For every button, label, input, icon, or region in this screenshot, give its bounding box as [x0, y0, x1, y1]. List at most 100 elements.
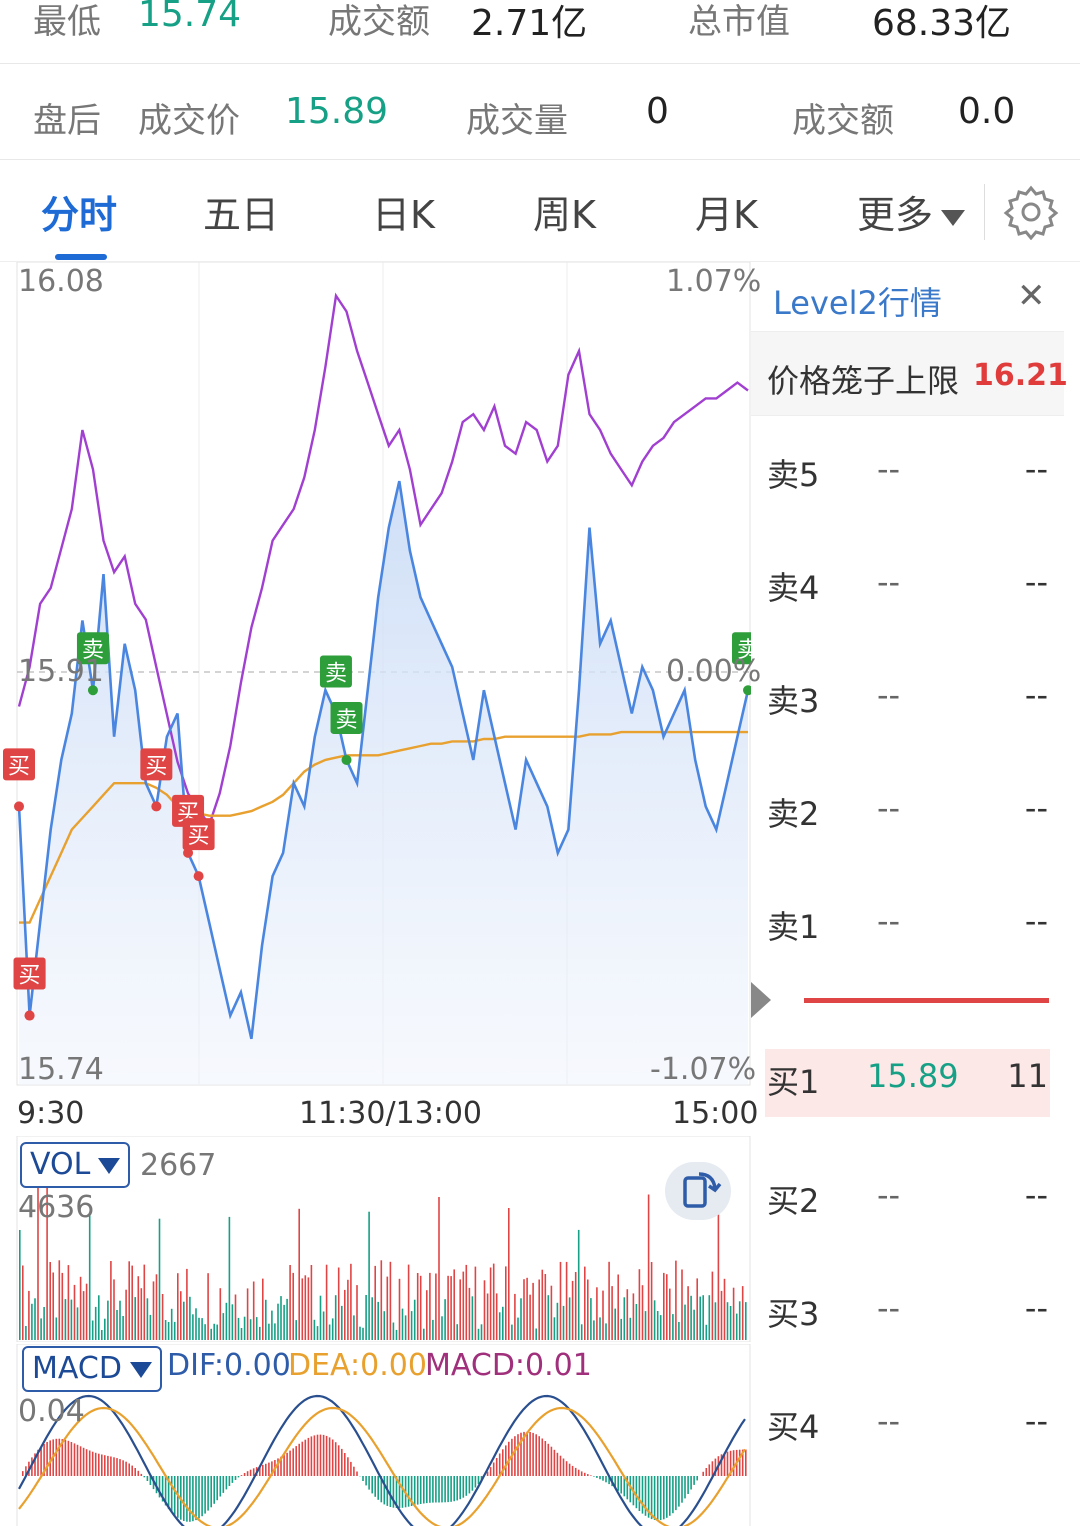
macd-bar [350, 1461, 352, 1476]
volume-bar [158, 1218, 161, 1340]
macd-bar [732, 1450, 735, 1476]
macd-bar [711, 1461, 714, 1476]
tab-weekly-k[interactable]: 周K [533, 193, 596, 237]
macd-bar [574, 1467, 577, 1476]
expand-arrow-icon[interactable] [751, 982, 771, 1018]
volume-bar [64, 1299, 67, 1340]
ask-label: 卖3 [767, 682, 820, 720]
macd-bar [322, 1434, 325, 1476]
tab-intraday[interactable]: 分时 [41, 193, 118, 237]
volume-bar [252, 1281, 255, 1340]
tab-five-day[interactable]: 五日 [203, 193, 280, 237]
tab-more[interactable]: 更多 [857, 184, 966, 239]
ah-price-label: 成交价 [138, 101, 240, 141]
volume-bar [726, 1302, 729, 1340]
volume-bar [520, 1298, 522, 1340]
bid-volume: -- [1024, 1176, 1048, 1214]
macd-bar [647, 1476, 650, 1518]
ask-volume: -- [1024, 789, 1048, 827]
buy-marker[interactable]: 买 [3, 748, 35, 812]
volume-bar [629, 1317, 632, 1340]
volume-bar [687, 1286, 689, 1340]
close-icon[interactable]: ✕ [1017, 276, 1046, 316]
sell-marker[interactable]: 卖 [732, 632, 751, 696]
volume-bar [526, 1277, 528, 1340]
macd-bar [617, 1476, 619, 1491]
macd-bar [413, 1476, 416, 1506]
volume-current: 2667 [140, 1148, 217, 1183]
intraday-chart[interactable]: 卖买买买买买买卖卖卖 [0, 262, 751, 1096]
rotate-button[interactable] [665, 1162, 731, 1220]
volume-bar [91, 1320, 94, 1340]
macd-selector[interactable]: MACD [22, 1346, 162, 1392]
tab-daily-k[interactable]: 日K [372, 193, 435, 237]
macd-bar [410, 1476, 413, 1506]
macd-bar [492, 1462, 495, 1476]
volume-bar [426, 1290, 428, 1340]
gear-icon[interactable] [1003, 184, 1059, 240]
volume-bar [483, 1280, 486, 1340]
volume-bar [325, 1264, 328, 1340]
sell-marker[interactable]: 卖 [76, 632, 109, 696]
volume-bar [678, 1322, 680, 1340]
tab-more-label: 更多 [857, 193, 934, 237]
buy-marker[interactable]: 买 [13, 957, 46, 1021]
buy-marker[interactable]: 买 [182, 818, 215, 882]
time-mid-label: 11:30/13:00 [299, 1096, 483, 1131]
volume-bar [638, 1269, 641, 1340]
macd-bar [344, 1453, 346, 1476]
macd-bar [623, 1476, 626, 1497]
volume-bar [486, 1293, 489, 1340]
volume-bar [222, 1313, 225, 1340]
macd-bar [392, 1476, 395, 1508]
volume-bar [319, 1295, 322, 1340]
vol-selector[interactable]: VOL [20, 1142, 131, 1188]
active-tab-indicator [55, 254, 107, 260]
volume-bar [407, 1264, 410, 1340]
volume-bar [186, 1268, 188, 1340]
macd-bar [587, 1474, 589, 1476]
volume-bar [599, 1317, 601, 1340]
volume-bar [617, 1274, 619, 1340]
volume-bar [207, 1273, 209, 1340]
ah-amount-value: 0.0 [958, 91, 1016, 132]
ah-volume-value: 0 [646, 91, 669, 132]
volume-bar [608, 1261, 610, 1340]
macd-bar [738, 1449, 741, 1476]
volume-bar [538, 1279, 540, 1340]
volume-bar [195, 1308, 197, 1340]
volume-bar [119, 1300, 121, 1340]
ah-amount-label: 成交额 [792, 101, 894, 141]
macd-bar [82, 1447, 85, 1476]
volume-bar [201, 1318, 203, 1340]
volume-bar [125, 1289, 127, 1340]
index-line [17, 292, 749, 828]
rotate-screen-icon [683, 1172, 722, 1208]
volume-bar [359, 1326, 361, 1340]
volume-bar [107, 1300, 109, 1340]
macd-bar [626, 1476, 629, 1500]
macd-bar [608, 1476, 610, 1485]
ask-label: 卖5 [767, 456, 820, 494]
volume-bar [732, 1287, 735, 1340]
level2-title[interactable]: Level2行情 [773, 284, 942, 322]
macd-bar [429, 1476, 431, 1503]
macd-bar [419, 1476, 422, 1504]
macd-bar [675, 1476, 677, 1511]
sell-marker[interactable]: 卖 [330, 701, 363, 765]
macd-bar [189, 1476, 191, 1522]
macd-bar [356, 1471, 358, 1476]
macd-bar [240, 1475, 243, 1476]
macd-bar [164, 1476, 167, 1506]
ask-price: -- [877, 789, 901, 827]
macd-bar [280, 1456, 282, 1476]
macd-bar [678, 1476, 680, 1507]
tab-monthly-k[interactable]: 月K [695, 193, 758, 237]
macd-bar [365, 1476, 367, 1486]
ah-volume-label: 成交量 [466, 101, 568, 141]
macd-bar [101, 1454, 103, 1476]
price-area [19, 481, 748, 1086]
buy-marker[interactable]: 买 [140, 748, 173, 812]
volume-bar [46, 1160, 48, 1340]
volume-bar [347, 1279, 349, 1340]
